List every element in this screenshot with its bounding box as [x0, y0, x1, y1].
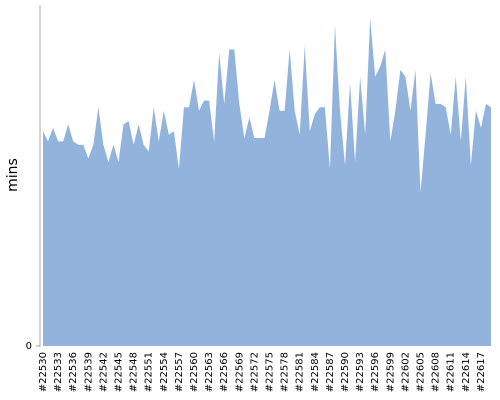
y-tick-label: 0: [26, 341, 32, 352]
x-tick-label: #22581: [295, 352, 306, 392]
x-tick-label: #22611: [446, 352, 457, 392]
x-tick-label: #22539: [83, 352, 94, 392]
x-tick-label: #22569: [234, 352, 245, 392]
y-axis-title: mins: [5, 158, 21, 192]
x-tick-label: #22557: [174, 352, 185, 392]
x-tick-label: #22533: [53, 352, 64, 392]
x-tick-label: #22596: [370, 352, 381, 392]
x-tick-label: #22599: [385, 352, 396, 392]
x-tick-label: #22566: [219, 352, 230, 392]
x-tick-label: #22563: [204, 352, 215, 392]
x-tick-label: #22551: [144, 352, 155, 392]
x-tick-label: #22605: [416, 352, 427, 392]
x-tick-label: #22545: [114, 352, 125, 392]
x-tick-label: #22602: [400, 352, 411, 392]
x-tick-label: #22590: [340, 352, 351, 392]
x-tick-label: #22575: [265, 352, 276, 392]
x-tick-label: #22542: [98, 352, 109, 392]
x-tick-label: #22584: [310, 352, 321, 392]
x-tick-label: #22614: [461, 352, 472, 392]
x-tick-label: #22617: [476, 352, 487, 392]
x-tick-label: #22548: [129, 352, 140, 392]
x-tick-label: #22587: [325, 352, 336, 392]
x-tick-label: #22608: [431, 352, 442, 392]
x-tick-label: #22572: [249, 352, 260, 392]
x-tick-label: #22578: [280, 352, 291, 392]
area: [43, 18, 491, 346]
x-tick-label: #22554: [159, 352, 170, 392]
x-tick-label: #22560: [189, 352, 200, 392]
x-tick-label: #22536: [68, 352, 79, 392]
x-tick-label: #22593: [355, 352, 366, 392]
x-tick-label: #22530: [38, 352, 49, 392]
